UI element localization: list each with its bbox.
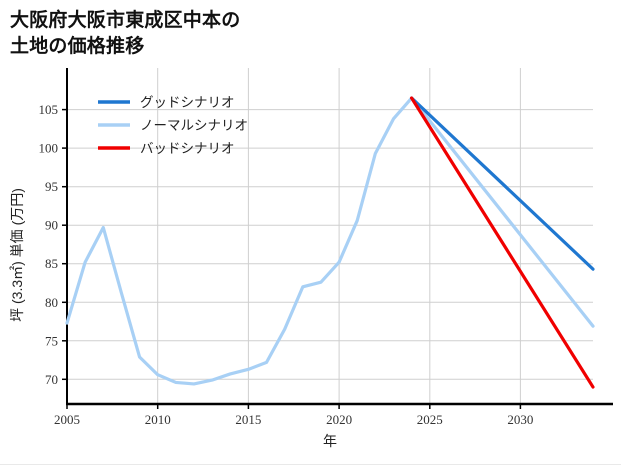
legend-label: ノーマルシナリオ [140,118,248,133]
y-tick-label: 100 [39,141,59,156]
x-tick-label: 2010 [145,412,171,427]
x-tick-label: 2025 [417,412,443,427]
x-axis-tick-labels: 2005 2010 2015 2020 2025 2030 [54,412,533,427]
y-axis-label: 坪 (3.3㎡) 単価 (万円) [9,188,25,322]
gridlines-group [66,68,593,404]
y-tick-label: 80 [45,295,58,310]
x-tick-label: 2015 [235,412,261,427]
y-tick-label: 85 [45,256,58,271]
y-axis-tick-labels: 70 75 80 85 90 95 100 105 [39,102,59,387]
chart-title: 大阪府大阪市東成区中本の 土地の価格推移 [10,10,241,57]
series-line-バッドシナリオ [410,96,595,389]
series-line-ノーマルシナリオ [65,96,595,386]
series-lines-group [65,96,595,389]
y-tick-label: 105 [39,102,59,117]
legend-label: グッドシナリオ [140,95,235,110]
y-tick-label: 90 [45,218,58,233]
legend-label: バッドシナリオ [140,141,235,156]
axis-lines-group [62,68,613,409]
x-tick-label: 2005 [54,412,80,427]
x-tick-label: 2030 [507,412,533,427]
y-tick-label: 70 [45,372,58,387]
series-line-グッドシナリオ [410,96,595,271]
x-tick-label: 2020 [326,412,352,427]
y-tick-label: 75 [45,333,58,348]
x-axis-label: 年 [323,433,337,449]
y-tick-label: 95 [45,179,58,194]
